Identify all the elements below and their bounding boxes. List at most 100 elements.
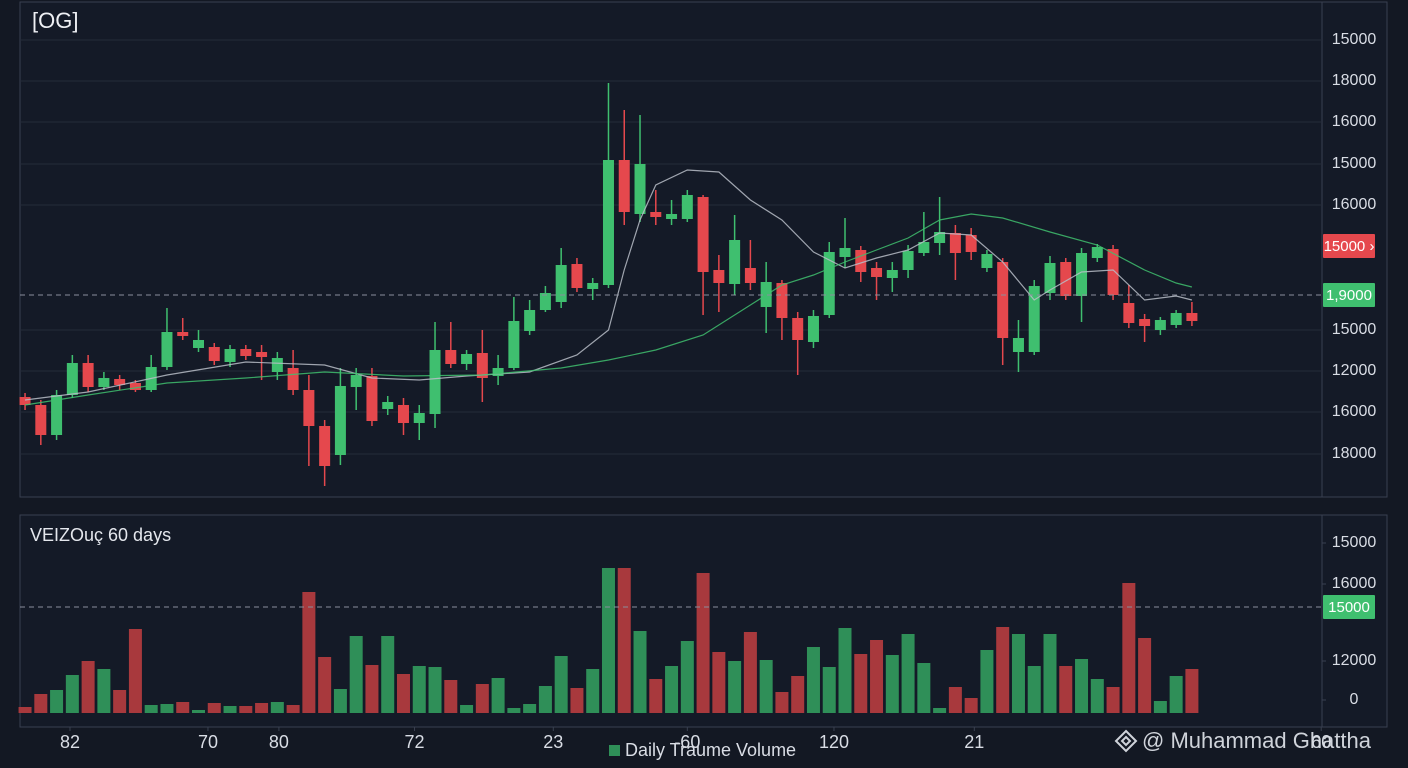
candle-body xyxy=(271,358,283,372)
candle-body xyxy=(634,164,646,214)
volume-bar xyxy=(617,568,631,713)
candle-body xyxy=(587,283,599,289)
candle-body xyxy=(161,332,173,367)
volume-bar xyxy=(144,705,158,713)
candle-body xyxy=(997,262,1009,338)
candle-body xyxy=(51,395,63,435)
price-badge-label: 15000 xyxy=(1328,599,1370,616)
y-tick-label: 16000 xyxy=(1332,113,1377,130)
candle-body xyxy=(1028,286,1040,352)
candle-body xyxy=(1091,247,1103,258)
volume-bar xyxy=(870,640,884,713)
volume-bar xyxy=(65,675,79,713)
volume-bar xyxy=(475,684,489,713)
candle-body xyxy=(445,350,457,364)
candle-body xyxy=(1139,319,1151,326)
volume-bar xyxy=(302,592,316,713)
moving-average xyxy=(24,213,1193,406)
volume-bar xyxy=(728,661,742,713)
candle-body xyxy=(382,402,394,409)
volume-bar xyxy=(554,656,568,713)
y-tick-label: 15000 xyxy=(1332,534,1377,551)
y-tick-label: 12000 xyxy=(1332,652,1377,669)
volume-bar xyxy=(81,661,95,713)
candle-body xyxy=(965,235,977,252)
volume-bar xyxy=(712,652,726,713)
volume-bar xyxy=(964,698,978,713)
volume-bar xyxy=(696,573,710,713)
volume-bar xyxy=(665,666,679,713)
volume-bar xyxy=(270,702,284,713)
candle-body xyxy=(508,321,520,368)
legend-label: Daily Traume Volume xyxy=(625,740,796,760)
volume-bar xyxy=(239,706,253,713)
volume-bar xyxy=(917,663,931,713)
volume-bar xyxy=(743,632,757,713)
candle-body xyxy=(334,386,346,455)
volume-bar xyxy=(396,674,410,713)
candle-body xyxy=(602,160,614,285)
volume-bar xyxy=(191,710,205,713)
candle-body xyxy=(792,318,804,340)
x-tick-label: 70 xyxy=(198,732,218,752)
watermark-icon xyxy=(1114,729,1138,753)
candle-body xyxy=(429,350,441,414)
volume-bar xyxy=(97,669,111,713)
volume-bar xyxy=(523,704,537,713)
candle-body xyxy=(35,405,47,435)
candle-body xyxy=(492,368,504,376)
volume-bar xyxy=(1027,666,1041,713)
candle-body xyxy=(19,397,31,405)
x-tick-label: 23 xyxy=(543,732,563,752)
candle-body xyxy=(1186,313,1198,321)
candle-body xyxy=(476,353,488,378)
volume-bar xyxy=(412,666,426,713)
volume-bar xyxy=(507,708,521,713)
y-tick-label: 16000 xyxy=(1332,403,1377,420)
volume-bar xyxy=(333,689,347,713)
price-badge xyxy=(1323,234,1375,258)
candle-body xyxy=(413,413,425,423)
volume-bar xyxy=(822,667,836,713)
volume-bar xyxy=(460,705,474,713)
candle-body xyxy=(871,268,883,277)
candle-body xyxy=(366,376,378,421)
moving-average xyxy=(24,169,1193,401)
candle-body xyxy=(82,363,94,387)
candle-body xyxy=(319,426,331,466)
volume-bar xyxy=(176,702,190,713)
volume-bar xyxy=(318,657,332,713)
volume-bar xyxy=(34,694,48,713)
candle-body xyxy=(240,349,252,356)
candle-body xyxy=(1123,303,1135,323)
candle-body xyxy=(650,212,662,217)
volume-bar xyxy=(838,628,852,713)
candle-body xyxy=(918,242,930,253)
candle-body xyxy=(776,283,788,318)
candle-body xyxy=(66,363,78,395)
volume-bar xyxy=(901,634,915,713)
candle-body xyxy=(1170,313,1182,325)
x-tick-label: 72 xyxy=(405,732,425,752)
candle-body xyxy=(886,270,898,278)
candle-body xyxy=(744,268,756,283)
volume-bar xyxy=(1138,638,1152,713)
volume-bar xyxy=(633,631,647,713)
candle-body xyxy=(303,390,315,426)
candle-body xyxy=(949,233,961,253)
candle-body xyxy=(1060,262,1072,296)
volume-bar xyxy=(1122,583,1136,713)
volume-title: VEIZOuç 60 days xyxy=(30,525,171,545)
candle-body xyxy=(1044,263,1056,293)
volume-bar xyxy=(1059,666,1073,713)
volume-bar xyxy=(365,665,379,713)
candle-body xyxy=(729,240,741,284)
volume-bar xyxy=(1075,659,1089,713)
volume-bar xyxy=(1153,701,1167,713)
y-tick-label: 15000 xyxy=(1332,321,1377,338)
volume-bar xyxy=(444,680,458,713)
candle-body xyxy=(287,368,299,390)
candle-body xyxy=(397,405,409,423)
